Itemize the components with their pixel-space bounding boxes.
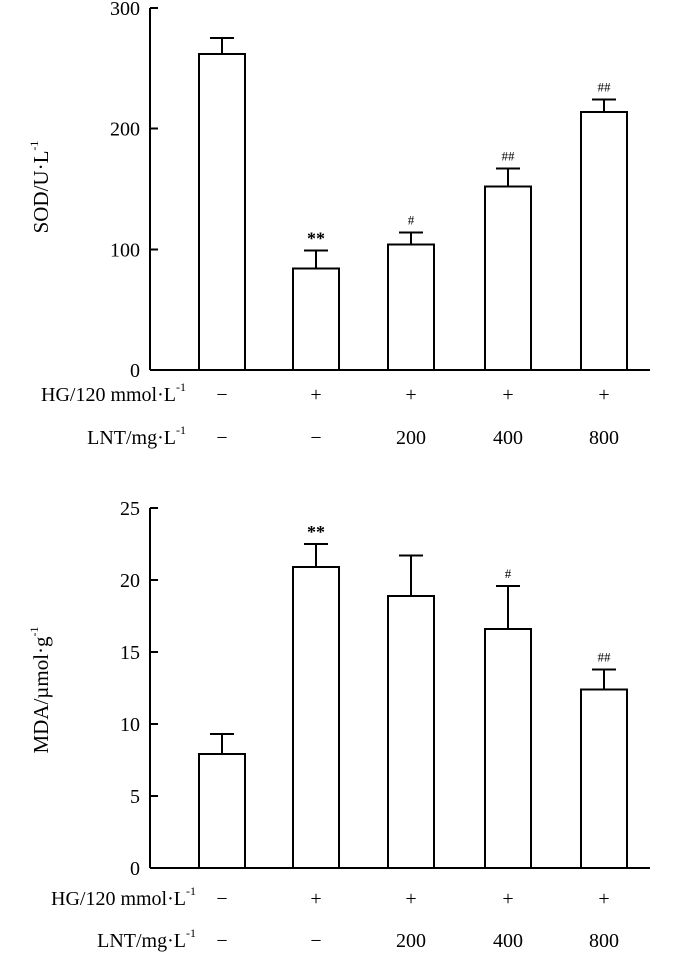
condition-value: −	[216, 930, 227, 952]
significance-label: ##	[598, 649, 612, 664]
y-tick-label: 5	[130, 786, 140, 808]
y-tick-label: 300	[110, 0, 140, 20]
condition-value: +	[405, 888, 416, 910]
condition-value: −	[310, 930, 321, 952]
y-tick-label: 200	[110, 119, 140, 141]
condition-value: −	[216, 888, 227, 910]
condition-value: 200	[396, 427, 426, 449]
condition-value: +	[598, 888, 609, 910]
y-tick-label: 0	[130, 858, 140, 880]
y-axis-title-text: SOD/U·L	[29, 151, 53, 234]
significance-label: #	[408, 212, 415, 227]
condition-label: LNT/mg·L-1	[97, 926, 196, 952]
significance-label: ##	[502, 148, 516, 163]
condition-value: −	[216, 427, 227, 449]
y-axis-title-superscript: -1	[27, 141, 41, 151]
bar	[484, 627, 532, 870]
condition-value: −	[216, 384, 227, 406]
bar	[198, 753, 246, 869]
significance-label: ##	[598, 80, 612, 95]
y-axis-title-superscript: -1	[27, 626, 41, 636]
significance-label: **	[307, 522, 325, 542]
condition-label-superscript: -1	[176, 380, 186, 394]
bar	[580, 688, 628, 869]
condition-value: 800	[589, 930, 619, 952]
condition-value: −	[310, 427, 321, 449]
bar	[292, 267, 340, 372]
bar	[387, 594, 435, 870]
bar	[387, 243, 435, 371]
significance-label: #	[505, 566, 512, 581]
significance-label: **	[307, 229, 325, 249]
condition-value: +	[310, 384, 321, 406]
y-tick-label: 15	[120, 642, 140, 664]
condition-value: 400	[493, 427, 523, 449]
condition-value: +	[598, 384, 609, 406]
bar	[292, 566, 340, 869]
condition-value: +	[502, 384, 513, 406]
bar	[580, 110, 628, 371]
y-axis-title-text: MDA/µmol·g	[29, 636, 53, 754]
condition-label: LNT/mg·L-1	[87, 423, 186, 449]
condition-value: 400	[493, 930, 523, 952]
y-tick-label: 25	[120, 498, 140, 520]
condition-label-text: LNT/mg·L	[97, 930, 186, 952]
condition-label-text: LNT/mg·L	[87, 427, 176, 449]
condition-value: 200	[396, 930, 426, 952]
bar	[484, 185, 532, 371]
condition-value: +	[405, 384, 416, 406]
condition-label: HG/120 mmol·L-1	[51, 884, 196, 910]
condition-label-text: HG/120 mmol·L	[51, 888, 186, 910]
condition-label: HG/120 mmol·L-1	[41, 380, 186, 406]
y-tick-label: 100	[110, 239, 140, 261]
condition-value: +	[310, 888, 321, 910]
y-tick-label: 10	[120, 714, 140, 736]
condition-label-superscript: -1	[186, 884, 196, 898]
condition-value: +	[502, 888, 513, 910]
y-tick-label: 0	[130, 360, 140, 382]
condition-value: 800	[589, 427, 619, 449]
bar	[198, 52, 246, 371]
y-tick-label: 20	[120, 570, 140, 592]
y-axis-title: MDA/µmol·g-1	[27, 626, 53, 753]
condition-label-text: HG/120 mmol·L	[41, 384, 176, 406]
y-axis-title: SOD/U·L-1	[27, 141, 53, 234]
condition-label-superscript: -1	[186, 926, 196, 940]
condition-label-superscript: -1	[176, 423, 186, 437]
